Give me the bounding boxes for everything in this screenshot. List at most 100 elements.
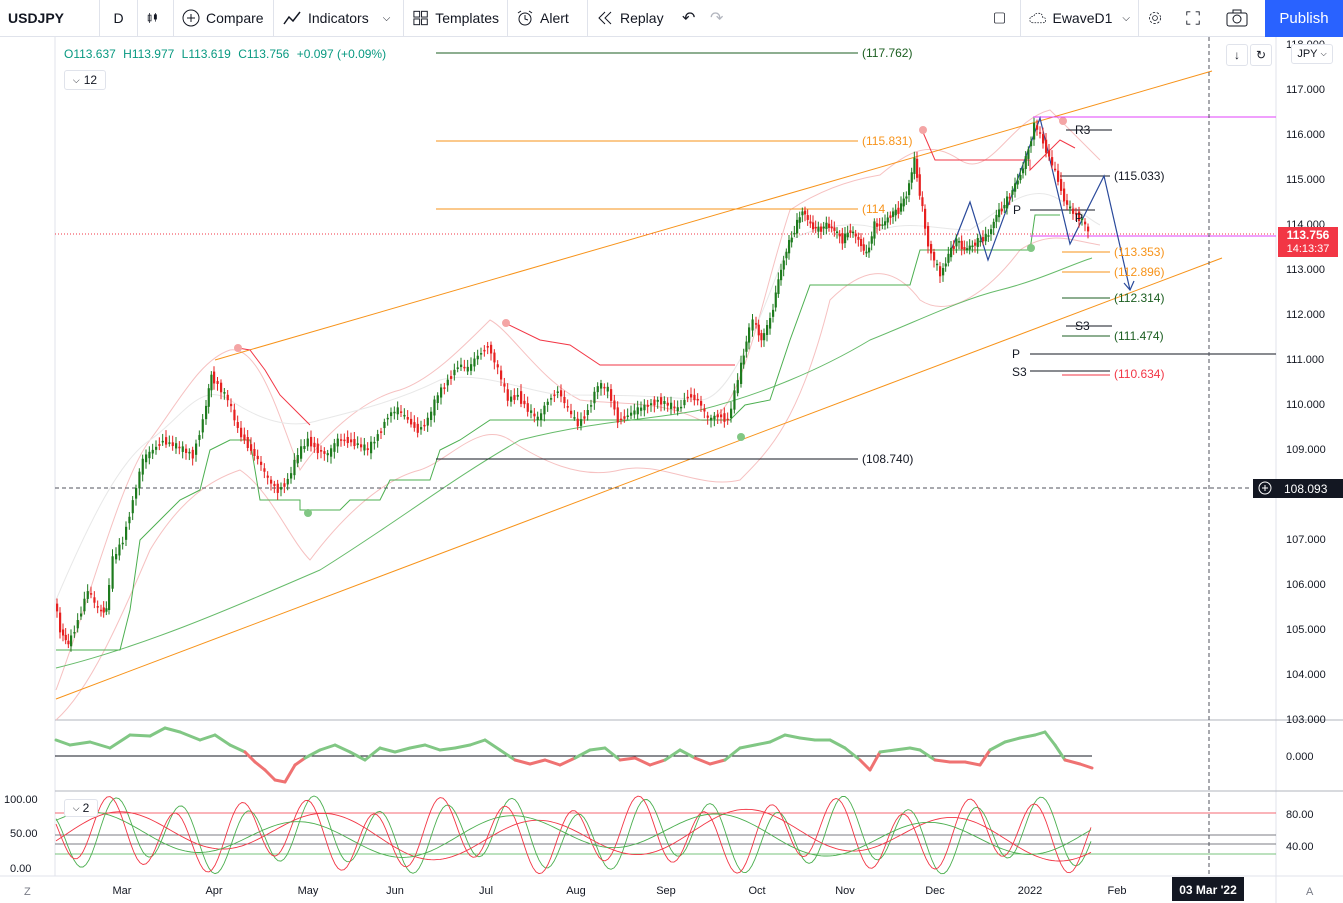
layout-name-label: EwaveD1	[1052, 10, 1113, 26]
candle-body	[580, 419, 583, 426]
scroll-down-button[interactable]: ↓	[1226, 44, 1248, 66]
fullscreen-button[interactable]	[1177, 0, 1215, 37]
candle-body	[563, 396, 566, 404]
time-axis-label: May	[298, 885, 319, 897]
candle-body	[636, 407, 639, 415]
candle-body	[526, 403, 529, 412]
osc-segment	[723, 746, 742, 762]
candle-body	[900, 203, 903, 212]
reset-scale-button[interactable]: ↻	[1250, 44, 1272, 66]
candle-body	[76, 620, 79, 629]
interval-button[interactable]: D	[100, 0, 138, 37]
plus-circle-icon	[182, 9, 200, 27]
candle-body	[490, 344, 493, 354]
zoom-left-letter[interactable]: Z	[24, 886, 31, 898]
candle-body	[995, 214, 998, 222]
candle-body	[293, 459, 296, 476]
candle-body	[496, 364, 499, 368]
osc-segment	[88, 740, 112, 750]
candle-body	[573, 417, 576, 419]
candle-body	[918, 174, 921, 196]
candle-body	[323, 451, 326, 454]
interval-label: D	[113, 10, 124, 26]
auto-scale-letter[interactable]: A	[1306, 886, 1314, 898]
time-axis-label: Mar	[113, 885, 132, 897]
indicator-count: 2	[82, 801, 90, 815]
candle-body	[336, 438, 339, 447]
snapshot-button[interactable]	[1215, 0, 1265, 37]
osc-segment	[618, 756, 637, 762]
osc-segment	[573, 748, 592, 760]
undo-button[interactable]: ↶	[674, 0, 702, 37]
candle-body	[1011, 190, 1014, 195]
alarm-clock-icon	[517, 10, 533, 26]
price-axis-label: 110.000	[1286, 399, 1325, 411]
candle-body	[1033, 122, 1036, 140]
level-label: (115.831)	[862, 134, 912, 148]
candle-body	[1069, 206, 1072, 209]
replay-button[interactable]: Replay	[588, 0, 674, 37]
candle-body	[220, 382, 223, 393]
redo-button[interactable]: ↷	[702, 0, 730, 37]
candle-body	[303, 446, 306, 449]
candle-body	[560, 390, 563, 397]
candle-body	[777, 279, 780, 295]
candle-body	[188, 451, 191, 454]
candle-body	[992, 221, 995, 229]
candle-body	[165, 437, 168, 445]
candle-body	[73, 632, 76, 634]
candle-body	[198, 435, 201, 440]
osc-segment	[178, 730, 202, 742]
pane-collapse-button[interactable]: ⌵ 2	[64, 799, 98, 817]
candle-body	[105, 608, 108, 612]
candle-body	[67, 640, 70, 645]
candle-body	[486, 346, 489, 348]
candle-body	[283, 483, 286, 487]
alert-button[interactable]: Alert	[508, 0, 588, 37]
currency-selector[interactable]: JPY ⌵	[1291, 44, 1333, 64]
publish-button[interactable]: Publish	[1265, 0, 1343, 37]
osc-segment	[378, 746, 397, 754]
level-label: P	[1012, 347, 1020, 361]
stoch-axis-label: 40.00	[1286, 841, 1314, 853]
osc-segment	[108, 733, 132, 750]
gear-icon	[1149, 12, 1161, 24]
settings-button[interactable]	[1139, 0, 1177, 37]
candle-body	[148, 451, 151, 459]
layout-toggle-button[interactable]	[985, 0, 1021, 37]
candle-body	[171, 442, 174, 447]
chart-type-button[interactable]	[138, 0, 174, 37]
chart-canvas[interactable]: (117.762) (115.831) (114 (108.740) R3 (1…	[0, 37, 1343, 903]
candle-body	[566, 406, 569, 408]
osc-segment	[828, 738, 847, 750]
osc-segment	[333, 743, 352, 754]
level-label: S3	[1075, 319, 1090, 333]
candle-body	[306, 438, 309, 447]
compare-button[interactable]: Compare	[174, 0, 274, 37]
price-axis[interactable]: 118.000117.000116.000115.000114.000113.0…	[1286, 39, 1326, 726]
indicators-button[interactable]: Indicators ⌵	[274, 0, 404, 37]
time-axis[interactable]: Mar Apr May Jun Jul Aug Sep Oct Nov Dec 2022 Feb	[113, 885, 1127, 897]
osc-segment	[348, 750, 367, 762]
indicators-collapse-button[interactable]: ⌵ 12	[64, 70, 106, 90]
candle-body	[736, 380, 739, 394]
symbol-label: USDJPY	[8, 10, 65, 26]
candle-body	[195, 443, 198, 455]
candle-body	[971, 245, 974, 248]
candle-body	[958, 241, 961, 243]
osc-segment	[843, 746, 862, 762]
candle-body	[463, 366, 466, 369]
layout-name-button[interactable]: EwaveD1 ⌵	[1021, 0, 1139, 37]
candle-body	[536, 416, 539, 420]
candle-body	[720, 414, 723, 418]
candle-body	[516, 394, 519, 397]
candle-body	[216, 381, 219, 384]
candle-body	[785, 251, 788, 259]
time-axis-label: Jun	[386, 885, 404, 897]
candle-body	[83, 598, 86, 612]
symbol-search[interactable]: USDJPY	[0, 0, 100, 37]
templates-button[interactable]: Templates	[404, 0, 508, 37]
candle-body	[960, 240, 963, 250]
candle-body	[280, 487, 283, 490]
candle-body	[1016, 180, 1019, 185]
